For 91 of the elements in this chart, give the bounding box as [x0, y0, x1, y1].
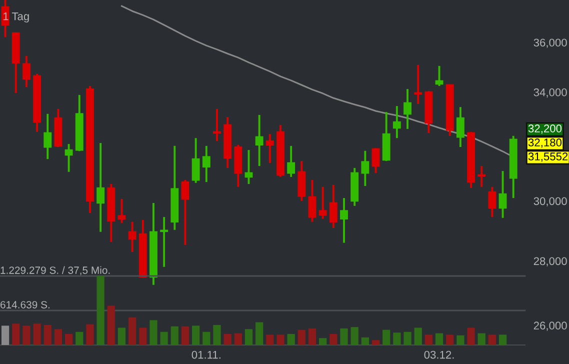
candlestick	[329, 184, 338, 230]
bar	[498, 334, 507, 345]
bar	[181, 326, 190, 345]
bar	[372, 340, 380, 345]
candlestick	[435, 64, 444, 87]
bar	[96, 276, 104, 345]
candlestick	[392, 105, 401, 140]
bar	[361, 337, 369, 345]
candlestick	[22, 55, 30, 88]
y-tick-label: 36,000	[534, 38, 567, 48]
bar	[1, 326, 10, 345]
candlestick	[255, 114, 264, 167]
bar	[22, 326, 30, 345]
bar	[118, 328, 126, 345]
candlestick	[340, 197, 348, 244]
bar	[467, 328, 475, 345]
candlestick	[118, 198, 126, 224]
y-tick-label: 28,000	[534, 257, 567, 266]
bar	[266, 334, 274, 345]
candlestick	[202, 144, 210, 184]
candlestick	[44, 112, 52, 160]
text: 31,5552	[528, 152, 568, 162]
bar	[287, 334, 295, 345]
candlestick	[1, 0, 10, 38]
ref-line-label: 614.639 S.	[0, 301, 50, 308]
bar	[160, 332, 168, 345]
text: 32,200	[528, 124, 562, 134]
candlestick	[213, 108, 221, 142]
candlestick	[318, 186, 327, 220]
bar	[276, 334, 284, 345]
bar	[382, 330, 390, 345]
bar	[446, 334, 454, 345]
bar	[393, 332, 401, 345]
bar	[139, 328, 147, 345]
x-tick-label: 01.11.	[192, 350, 220, 359]
bar	[456, 335, 464, 345]
text: 1 Tag	[3, 12, 29, 22]
bar	[256, 322, 264, 345]
bar	[308, 328, 316, 345]
candlestick	[64, 143, 73, 173]
bar	[192, 326, 200, 345]
bar	[107, 306, 115, 345]
candlestick	[160, 216, 168, 268]
ref-line-label: 1.229.279 S. / 37,5 Mio.	[0, 266, 110, 276]
bar	[319, 338, 327, 345]
candlestick	[287, 144, 296, 178]
candlestick	[192, 137, 200, 184]
candlestick	[244, 149, 253, 185]
bar	[478, 333, 486, 345]
bar	[234, 333, 242, 345]
candlestick	[128, 220, 136, 253]
candlestick	[372, 147, 380, 174]
bar	[298, 330, 306, 345]
bar	[350, 327, 358, 345]
bar	[244, 329, 253, 345]
bar	[150, 320, 158, 345]
bar	[12, 324, 20, 345]
bar	[224, 334, 232, 345]
bar	[76, 332, 84, 345]
bar	[404, 332, 412, 345]
candlestick	[181, 179, 190, 246]
bar	[128, 317, 136, 345]
candlestick	[266, 133, 274, 164]
bar	[435, 333, 444, 345]
bar	[44, 324, 52, 345]
bar	[213, 324, 221, 345]
bar	[170, 326, 178, 345]
candlestick	[414, 64, 422, 105]
bar	[86, 324, 94, 345]
bar	[64, 334, 73, 345]
bar	[488, 334, 496, 345]
bar	[330, 334, 338, 345]
bar	[33, 324, 41, 345]
candlestick	[96, 142, 105, 233]
bar	[54, 329, 62, 345]
bar	[424, 334, 432, 345]
candlestick	[456, 106, 464, 148]
y-tick-label: 26,000	[534, 322, 567, 331]
bar	[340, 328, 348, 345]
bar	[414, 328, 422, 345]
y-tick-label: 34,000	[534, 88, 567, 98]
candlestick	[361, 150, 370, 187]
y-tick-label: 30,000	[534, 197, 567, 206]
candlestick	[498, 170, 507, 219]
candlestick	[488, 186, 496, 218]
candlestick	[404, 88, 412, 130]
candlestick	[308, 179, 316, 223]
text: 32,180	[528, 138, 562, 148]
x-tick-label: 03.12.	[424, 350, 454, 359]
candlestick	[478, 165, 486, 188]
bar	[202, 332, 210, 345]
